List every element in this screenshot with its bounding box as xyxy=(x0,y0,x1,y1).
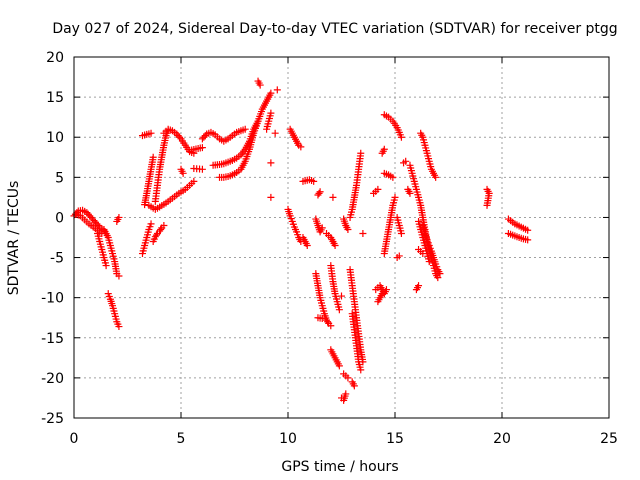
data-point xyxy=(380,145,388,153)
plot-frame xyxy=(73,56,610,419)
y-tick-label: -25 xyxy=(41,411,64,427)
data-point xyxy=(524,226,532,234)
data-point xyxy=(102,262,110,270)
data-point xyxy=(273,86,281,94)
data-point xyxy=(254,117,262,125)
data-point xyxy=(357,366,365,374)
y-tick-label: -20 xyxy=(41,371,64,387)
data-point xyxy=(331,242,339,250)
y-tick-label: -15 xyxy=(41,331,64,347)
data-point xyxy=(267,193,275,201)
data-point xyxy=(157,225,165,233)
data-point xyxy=(402,157,410,165)
data-point xyxy=(425,258,433,266)
data-point xyxy=(256,81,264,89)
data-point xyxy=(342,390,350,398)
data-point xyxy=(310,177,318,185)
data-point xyxy=(303,242,311,250)
axis-ticks: 0 5 10 15 20 25 -25 -20 -15 -10 -5 0 5 10 15 20 xyxy=(41,50,618,447)
data-point xyxy=(382,286,390,294)
data-points xyxy=(70,77,532,404)
x-tick-label: 15 xyxy=(386,431,404,447)
data-point xyxy=(315,189,323,197)
data-point xyxy=(359,229,367,237)
data-point xyxy=(406,189,414,197)
data-point xyxy=(271,129,279,137)
data-point xyxy=(147,129,155,137)
data-point xyxy=(389,173,397,181)
grid-lines xyxy=(74,57,609,418)
x-tick-label: 5 xyxy=(177,431,186,447)
data-point xyxy=(524,236,532,244)
data-point xyxy=(176,133,184,141)
data-point xyxy=(395,252,403,260)
data-point xyxy=(338,292,345,300)
data-point xyxy=(432,173,440,181)
data-point xyxy=(378,290,386,298)
data-point xyxy=(318,315,326,323)
y-tick-label: 0 xyxy=(55,210,64,226)
data-point xyxy=(115,213,123,221)
data-point xyxy=(318,224,326,232)
data-point xyxy=(335,362,343,370)
data-point xyxy=(115,272,123,280)
data-point xyxy=(327,322,335,330)
y-tick-label: 10 xyxy=(46,130,64,146)
y-tick-label: -10 xyxy=(41,291,64,307)
data-point xyxy=(190,177,198,185)
data-point xyxy=(357,149,365,157)
x-tick-label: 0 xyxy=(70,431,79,447)
data-point xyxy=(374,185,382,193)
data-point xyxy=(324,318,332,326)
data-point xyxy=(241,125,249,133)
data-point xyxy=(419,250,427,258)
data-point xyxy=(350,382,358,390)
data-point xyxy=(391,193,399,201)
data-point xyxy=(201,132,209,140)
y-tick-label: 15 xyxy=(46,90,64,106)
y-tick-label: 5 xyxy=(55,170,64,186)
data-point xyxy=(483,201,491,209)
x-tick-label: 20 xyxy=(493,431,511,447)
data-point xyxy=(344,225,352,233)
data-point xyxy=(198,165,206,173)
data-point xyxy=(415,282,423,290)
y-tick-label: 20 xyxy=(46,50,64,66)
data-point xyxy=(436,270,444,278)
y-tick-label: -5 xyxy=(50,251,64,267)
data-point xyxy=(329,193,337,201)
data-point xyxy=(397,133,405,141)
x-tick-label: 10 xyxy=(279,431,297,447)
data-point xyxy=(434,274,442,282)
data-point xyxy=(335,306,343,314)
data-point xyxy=(149,153,157,161)
data-point xyxy=(397,229,405,237)
data-point xyxy=(267,89,275,97)
data-point xyxy=(147,220,155,228)
data-point xyxy=(179,169,187,177)
x-tick-label: 25 xyxy=(600,431,618,447)
data-point xyxy=(152,231,160,239)
y-axis-label: SDTVAR / TECUs xyxy=(6,181,22,296)
data-point xyxy=(198,144,206,152)
data-point xyxy=(263,125,271,133)
data-point xyxy=(267,159,275,167)
data-point xyxy=(316,188,324,196)
chart-title: Day 027 of 2024, Sidereal Day-to-day VTE… xyxy=(52,21,617,37)
x-axis-label: GPS time / hours xyxy=(281,459,398,475)
data-point xyxy=(344,374,352,382)
data-point xyxy=(160,221,168,229)
data-point xyxy=(115,323,123,331)
data-point xyxy=(297,143,305,151)
